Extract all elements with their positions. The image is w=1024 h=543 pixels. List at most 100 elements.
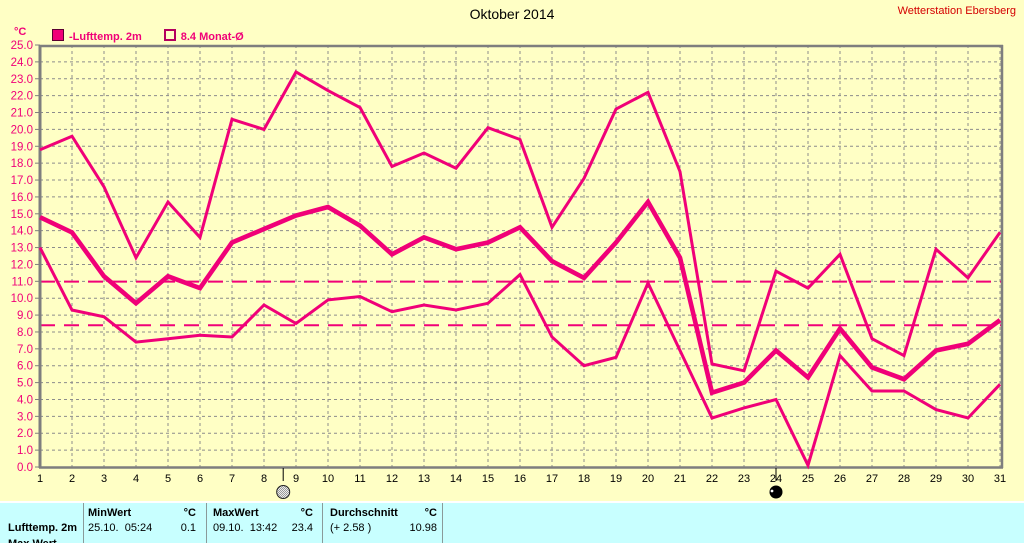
svg-text:15: 15: [482, 473, 494, 485]
svg-text:8.0: 8.0: [17, 327, 33, 339]
gridlines: [40, 45, 1002, 467]
svg-text:18: 18: [578, 473, 590, 485]
svg-text:13.0: 13.0: [11, 243, 33, 255]
durchschnitt-unit: °C: [424, 507, 437, 519]
svg-text:23: 23: [738, 473, 750, 485]
svg-text:3: 3: [101, 473, 107, 485]
svg-text:12.0: 12.0: [11, 259, 33, 271]
series-tagesminimum: [38, 246, 1002, 470]
svg-text:10.0: 10.0: [11, 293, 33, 305]
legend-label-lufttemp: -Lufttemp. 2m: [69, 31, 142, 43]
page-title: Oktober 2014: [469, 6, 555, 22]
svg-text:4: 4: [133, 473, 139, 485]
legend-swatch-filled-icon: [52, 29, 64, 41]
svg-text:21.0: 21.0: [11, 108, 33, 120]
temperature-chart-canvas: 25.024.023.022.021.020.019.018.017.016.0…: [11, 40, 1006, 499]
svg-text:25: 25: [802, 473, 814, 485]
svg-text:27: 27: [866, 473, 878, 485]
table-clipped-row-label: Max.Wert: [8, 538, 57, 543]
minwert-unit: °C: [183, 507, 196, 519]
table-divider: [322, 503, 323, 543]
durchschnitt-value: 10.98: [409, 522, 437, 534]
svg-text:6: 6: [197, 473, 203, 485]
svg-text:28: 28: [898, 473, 910, 485]
svg-text:22.0: 22.0: [11, 91, 33, 103]
minwert-header: MinWert: [88, 507, 132, 519]
svg-text:12: 12: [386, 473, 398, 485]
maxwert-value: 23.4: [291, 522, 313, 534]
svg-text:16: 16: [514, 473, 526, 485]
svg-text:25.0: 25.0: [11, 40, 33, 52]
y-axis-unit-label: °C: [14, 26, 27, 38]
svg-text:16.0: 16.0: [11, 192, 33, 204]
svg-text:13: 13: [418, 473, 430, 485]
durchschnitt-header: Durchschnitt: [330, 507, 398, 519]
svg-text:1.0: 1.0: [17, 445, 33, 457]
svg-text:7: 7: [229, 473, 235, 485]
svg-text:17: 17: [546, 473, 558, 485]
table-col-durchschnitt: Durchschnitt °C (+ 2.58 ) 10.98: [330, 503, 437, 543]
svg-text:14: 14: [450, 473, 462, 485]
svg-text:11.0: 11.0: [11, 276, 33, 288]
maxwert-header: MaxWert: [213, 507, 259, 519]
table-divider: [206, 503, 207, 543]
svg-text:17.0: 17.0: [11, 175, 33, 187]
table-col-maxwert: MaxWert °C 09.10. 13:42 23.4: [213, 503, 313, 543]
durchschnitt-datetime: (+ 2.58 ): [330, 522, 372, 534]
svg-text:1: 1: [37, 473, 43, 485]
plot-frame: [38, 44, 1004, 469]
svg-text:9: 9: [293, 473, 299, 485]
svg-text:29: 29: [930, 473, 942, 485]
maxwert-unit: °C: [300, 507, 313, 519]
legend-label-monat-avg: 8.4 Monat-Ø: [180, 31, 244, 43]
summary-table: Lufttemp. 2m MinWert °C 25.10. 05:24 0.1 M…: [0, 501, 1024, 543]
svg-text:7.0: 7.0: [17, 344, 33, 356]
legend-swatch-hollow-icon: [163, 29, 176, 41]
svg-text:2.0: 2.0: [17, 428, 33, 440]
series-tagesmaximum: [39, 69, 1002, 373]
svg-text:19: 19: [610, 473, 622, 485]
legend-item-lufttemp: -Lufttemp. 2m: [52, 29, 142, 43]
svg-text:9.0: 9.0: [17, 310, 33, 322]
legend-item-monat-avg: 8.4 Monat-Ø: [163, 29, 244, 43]
maxwert-datetime: 09.10. 13:42: [213, 522, 278, 534]
series-tagesmittel: [39, 197, 1002, 396]
y-axis-labels: 25.0 24.0 23.0 22.0 21.0 20.0 19.0 18.0 17.0 16.0…: [11, 40, 40, 474]
table-divider: [442, 503, 443, 543]
svg-text:19.0: 19.0: [11, 141, 33, 153]
moon-markers: [276, 468, 783, 499]
svg-text:8: 8: [261, 473, 267, 485]
x-axis-labels: 1 2 3 4 5 6 7 8 9 10 11 12 13 14 15 16 17 18 19 20 21 22 23 24 2…: [37, 473, 1006, 485]
svg-text:20: 20: [642, 473, 654, 485]
svg-text:0.0: 0.0: [17, 462, 33, 474]
svg-text:18.0: 18.0: [11, 158, 33, 170]
temperature-series: [38, 69, 1002, 470]
svg-text:5: 5: [165, 473, 171, 485]
reference-lines: [40, 280, 1002, 327]
chart-legend: -Lufttemp. 2m 8.4 Monat-Ø: [52, 29, 266, 43]
full-moon-icon: [276, 485, 291, 499]
minwert-datetime: 25.10. 05:24: [88, 522, 153, 534]
svg-text:22: 22: [706, 473, 718, 485]
svg-text:31: 31: [994, 473, 1006, 485]
svg-text:10: 10: [322, 473, 334, 485]
svg-text:6.0: 6.0: [17, 361, 33, 373]
table-divider: [83, 503, 84, 543]
minwert-value: 0.1: [180, 522, 196, 534]
svg-text:3.0: 3.0: [17, 411, 33, 423]
svg-text:11: 11: [354, 473, 365, 485]
svg-text:14.0: 14.0: [11, 226, 33, 238]
svg-text:5.0: 5.0: [17, 378, 33, 390]
table-col-minwert: MinWert °C 25.10. 05:24 0.1: [88, 503, 196, 543]
svg-text:24.0: 24.0: [11, 57, 33, 69]
svg-text:20.0: 20.0: [11, 124, 33, 136]
station-name: Wetterstation Ebersberg: [897, 5, 1016, 17]
svg-text:2: 2: [69, 473, 75, 485]
svg-text:4.0: 4.0: [17, 394, 33, 406]
svg-text:15.0: 15.0: [11, 209, 33, 221]
table-row-label: Lufttemp. 2m: [8, 522, 78, 534]
new-moon-icon: [769, 485, 783, 499]
svg-text:21: 21: [674, 473, 686, 485]
svg-text:30: 30: [962, 473, 974, 485]
